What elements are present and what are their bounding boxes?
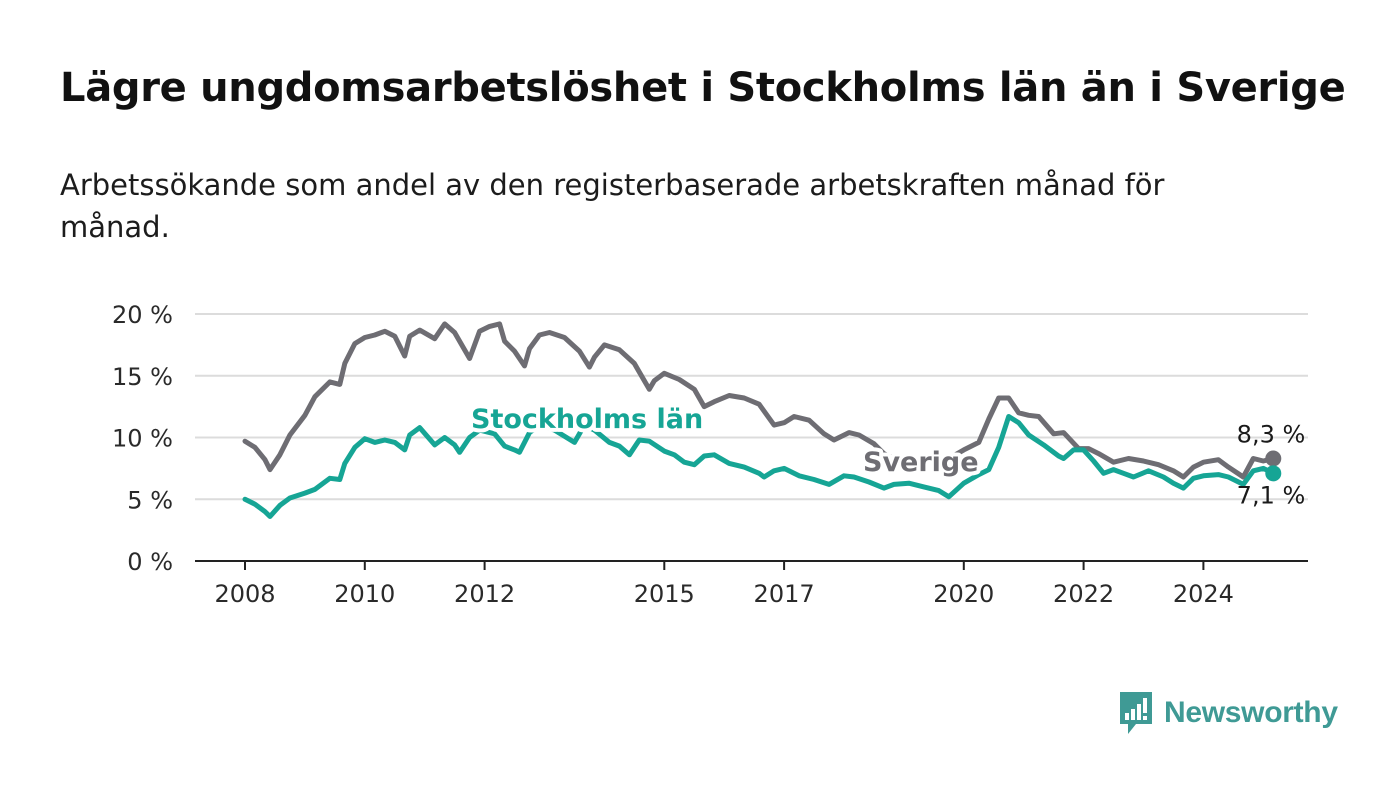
x-tick-label: 2010	[334, 580, 395, 608]
x-tick-label: 2008	[214, 580, 275, 608]
y-tick-label: 10 %	[112, 425, 173, 453]
end-label-sverige: 8,3 %	[1237, 420, 1306, 448]
series-line-stockholms-lan	[242, 414, 1276, 519]
x-tick-label: 2020	[933, 580, 994, 608]
y-axis-ticks: 0 % 5 % 10 % 15 % 20 %	[112, 301, 173, 576]
x-tick-label: 2015	[634, 580, 695, 608]
x-tick-label: 2022	[1053, 580, 1114, 608]
end-point-sverige	[1265, 450, 1282, 467]
series-label-sverige: Sverige	[863, 447, 979, 478]
series-lines	[242, 321, 1282, 519]
newsworthy-logo: Newsworthy	[1118, 690, 1338, 736]
end-point-stockholms-lan	[1265, 465, 1282, 482]
chart-subtitle: Arbetssökande som andel av den registerb…	[60, 168, 1165, 244]
x-tick-label: 2012	[454, 580, 515, 608]
series-labels: 8,3 % 7,1 % Sverige Stockholms län	[467, 400, 1306, 509]
series-label-stockholms-lan: Stockholms län	[471, 404, 703, 435]
end-label-stockholms-lan: 7,1 %	[1237, 481, 1306, 509]
x-tick-label: 2017	[754, 580, 815, 608]
brand-name: Newsworthy	[1164, 696, 1338, 729]
y-tick-label: 20 %	[112, 301, 173, 329]
y-tick-label: 0 %	[127, 548, 173, 576]
gridlines	[195, 313, 1308, 562]
newsworthy-logo-icon	[1120, 692, 1152, 734]
series-line-sverige	[242, 321, 1276, 480]
x-tick-label: 2024	[1173, 580, 1234, 608]
y-tick-label: 15 %	[112, 363, 173, 391]
y-tick-label: 5 %	[127, 486, 173, 514]
chart-title: Lägre ungdomsarbetslöshet i Stockholms l…	[60, 65, 1346, 111]
x-axis-ticks: 2008 2010 2012 2015 2017 2020 2022 2024	[214, 561, 1234, 608]
